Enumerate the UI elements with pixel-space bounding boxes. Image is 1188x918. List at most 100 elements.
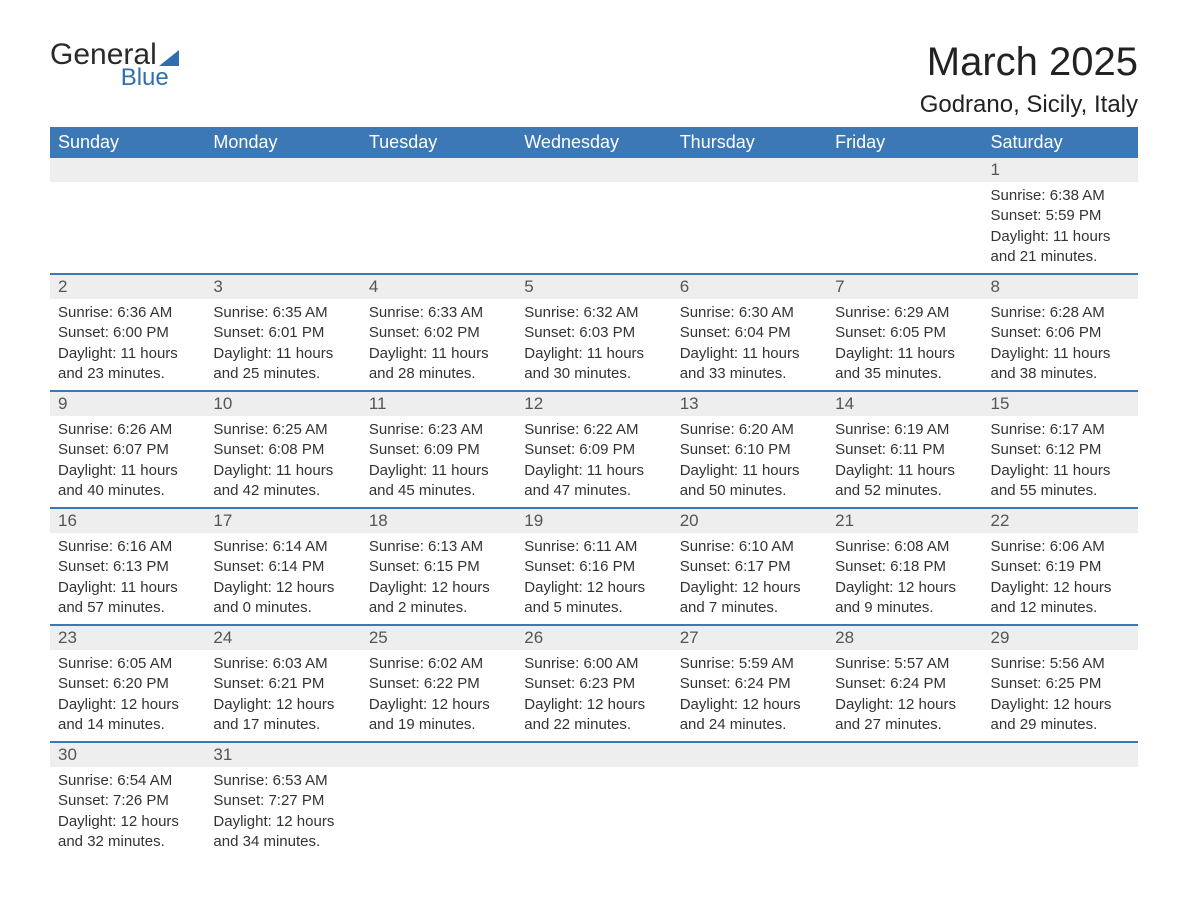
- day-number: [516, 743, 671, 767]
- sunrise-line: Sunrise: 6:06 AM: [991, 537, 1130, 557]
- sunrise-line: Sunrise: 6:11 AM: [524, 537, 663, 557]
- day-number: [361, 158, 516, 182]
- day-number: 29: [983, 626, 1138, 650]
- calendar-cell: [205, 158, 360, 274]
- day-details: Sunrise: 6:23 AMSunset: 6:09 PMDaylight:…: [361, 416, 516, 507]
- day-number: 16: [50, 509, 205, 533]
- sunset-line: Sunset: 6:05 PM: [835, 323, 974, 343]
- sunrise-line: Sunrise: 5:59 AM: [680, 654, 819, 674]
- day-number: 11: [361, 392, 516, 416]
- calendar-cell: [827, 158, 982, 274]
- sunset-line: Sunset: 6:11 PM: [835, 440, 974, 460]
- day-number: 8: [983, 275, 1138, 299]
- calendar-cell: 17Sunrise: 6:14 AMSunset: 6:14 PMDayligh…: [205, 508, 360, 625]
- day-number: [205, 158, 360, 182]
- calendar-cell: 23Sunrise: 6:05 AMSunset: 6:20 PMDayligh…: [50, 625, 205, 742]
- day-number: [983, 743, 1138, 767]
- daylight-line: Daylight: 11 hours and 33 minutes.: [680, 344, 819, 385]
- calendar-cell: 6Sunrise: 6:30 AMSunset: 6:04 PMDaylight…: [672, 274, 827, 391]
- day-details: Sunrise: 6:05 AMSunset: 6:20 PMDaylight:…: [50, 650, 205, 741]
- sunset-line: Sunset: 6:19 PM: [991, 557, 1130, 577]
- day-number: 2: [50, 275, 205, 299]
- day-number: 20: [672, 509, 827, 533]
- day-details: Sunrise: 6:26 AMSunset: 6:07 PMDaylight:…: [50, 416, 205, 507]
- sunrise-line: Sunrise: 6:17 AM: [991, 420, 1130, 440]
- sunset-line: Sunset: 6:24 PM: [680, 674, 819, 694]
- calendar-cell: 30Sunrise: 6:54 AMSunset: 7:26 PMDayligh…: [50, 742, 205, 858]
- day-number: 18: [361, 509, 516, 533]
- calendar-cell: [827, 742, 982, 858]
- daylight-line: Daylight: 12 hours and 12 minutes.: [991, 578, 1130, 619]
- day-number: 25: [361, 626, 516, 650]
- day-details: Sunrise: 6:20 AMSunset: 6:10 PMDaylight:…: [672, 416, 827, 507]
- calendar-cell: 21Sunrise: 6:08 AMSunset: 6:18 PMDayligh…: [827, 508, 982, 625]
- calendar-cell: 25Sunrise: 6:02 AMSunset: 6:22 PMDayligh…: [361, 625, 516, 742]
- day-details: Sunrise: 6:00 AMSunset: 6:23 PMDaylight:…: [516, 650, 671, 741]
- day-details: Sunrise: 6:35 AMSunset: 6:01 PMDaylight:…: [205, 299, 360, 390]
- calendar-week-row: 2Sunrise: 6:36 AMSunset: 6:00 PMDaylight…: [50, 274, 1138, 391]
- day-number: 28: [827, 626, 982, 650]
- sunset-line: Sunset: 6:09 PM: [524, 440, 663, 460]
- daylight-line: Daylight: 11 hours and 55 minutes.: [991, 461, 1130, 502]
- daylight-line: Daylight: 12 hours and 34 minutes.: [213, 812, 352, 853]
- sunrise-line: Sunrise: 6:30 AM: [680, 303, 819, 323]
- day-details: Sunrise: 6:13 AMSunset: 6:15 PMDaylight:…: [361, 533, 516, 624]
- sunrise-line: Sunrise: 6:13 AM: [369, 537, 508, 557]
- sunrise-line: Sunrise: 6:29 AM: [835, 303, 974, 323]
- day-details: Sunrise: 6:17 AMSunset: 6:12 PMDaylight:…: [983, 416, 1138, 507]
- daylight-line: Daylight: 11 hours and 23 minutes.: [58, 344, 197, 385]
- day-number: 21: [827, 509, 982, 533]
- sunrise-line: Sunrise: 6:53 AM: [213, 771, 352, 791]
- day-number: [827, 158, 982, 182]
- sunset-line: Sunset: 6:00 PM: [58, 323, 197, 343]
- sunset-line: Sunset: 7:27 PM: [213, 791, 352, 811]
- sunrise-line: Sunrise: 6:33 AM: [369, 303, 508, 323]
- day-details: Sunrise: 6:36 AMSunset: 6:00 PMDaylight:…: [50, 299, 205, 390]
- logo-word2: Blue: [50, 66, 169, 90]
- sunset-line: Sunset: 6:10 PM: [680, 440, 819, 460]
- calendar-cell: 28Sunrise: 5:57 AMSunset: 6:24 PMDayligh…: [827, 625, 982, 742]
- weekday-header: Monday: [205, 127, 360, 158]
- day-number: 19: [516, 509, 671, 533]
- day-number: [672, 743, 827, 767]
- day-number: [672, 158, 827, 182]
- day-details: Sunrise: 6:16 AMSunset: 6:13 PMDaylight:…: [50, 533, 205, 624]
- daylight-line: Daylight: 12 hours and 32 minutes.: [58, 812, 197, 853]
- daylight-line: Daylight: 11 hours and 40 minutes.: [58, 461, 197, 502]
- daylight-line: Daylight: 11 hours and 50 minutes.: [680, 461, 819, 502]
- sunrise-line: Sunrise: 6:03 AM: [213, 654, 352, 674]
- calendar-cell: 3Sunrise: 6:35 AMSunset: 6:01 PMDaylight…: [205, 274, 360, 391]
- day-number: 9: [50, 392, 205, 416]
- day-details: Sunrise: 6:38 AMSunset: 5:59 PMDaylight:…: [983, 182, 1138, 273]
- day-number: 27: [672, 626, 827, 650]
- daylight-line: Daylight: 12 hours and 2 minutes.: [369, 578, 508, 619]
- day-number: 24: [205, 626, 360, 650]
- daylight-line: Daylight: 12 hours and 17 minutes.: [213, 695, 352, 736]
- calendar-cell: 7Sunrise: 6:29 AMSunset: 6:05 PMDaylight…: [827, 274, 982, 391]
- sunset-line: Sunset: 6:12 PM: [991, 440, 1130, 460]
- sunrise-line: Sunrise: 6:10 AM: [680, 537, 819, 557]
- day-details: [361, 767, 516, 843]
- day-details: Sunrise: 6:14 AMSunset: 6:14 PMDaylight:…: [205, 533, 360, 624]
- logo: General Blue: [50, 40, 179, 90]
- daylight-line: Daylight: 11 hours and 47 minutes.: [524, 461, 663, 502]
- day-details: [205, 182, 360, 258]
- daylight-line: Daylight: 11 hours and 57 minutes.: [58, 578, 197, 619]
- day-details: Sunrise: 6:22 AMSunset: 6:09 PMDaylight:…: [516, 416, 671, 507]
- day-details: Sunrise: 6:25 AMSunset: 6:08 PMDaylight:…: [205, 416, 360, 507]
- day-number: 30: [50, 743, 205, 767]
- daylight-line: Daylight: 12 hours and 27 minutes.: [835, 695, 974, 736]
- sunrise-line: Sunrise: 6:38 AM: [991, 186, 1130, 206]
- sunset-line: Sunset: 6:16 PM: [524, 557, 663, 577]
- sunset-line: Sunset: 5:59 PM: [991, 206, 1130, 226]
- weekday-header: Wednesday: [516, 127, 671, 158]
- calendar-cell: 26Sunrise: 6:00 AMSunset: 6:23 PMDayligh…: [516, 625, 671, 742]
- day-number: 23: [50, 626, 205, 650]
- day-number: 15: [983, 392, 1138, 416]
- day-number: 26: [516, 626, 671, 650]
- day-details: Sunrise: 6:19 AMSunset: 6:11 PMDaylight:…: [827, 416, 982, 507]
- daylight-line: Daylight: 11 hours and 35 minutes.: [835, 344, 974, 385]
- calendar-cell: 24Sunrise: 6:03 AMSunset: 6:21 PMDayligh…: [205, 625, 360, 742]
- sunrise-line: Sunrise: 6:32 AM: [524, 303, 663, 323]
- sunset-line: Sunset: 6:22 PM: [369, 674, 508, 694]
